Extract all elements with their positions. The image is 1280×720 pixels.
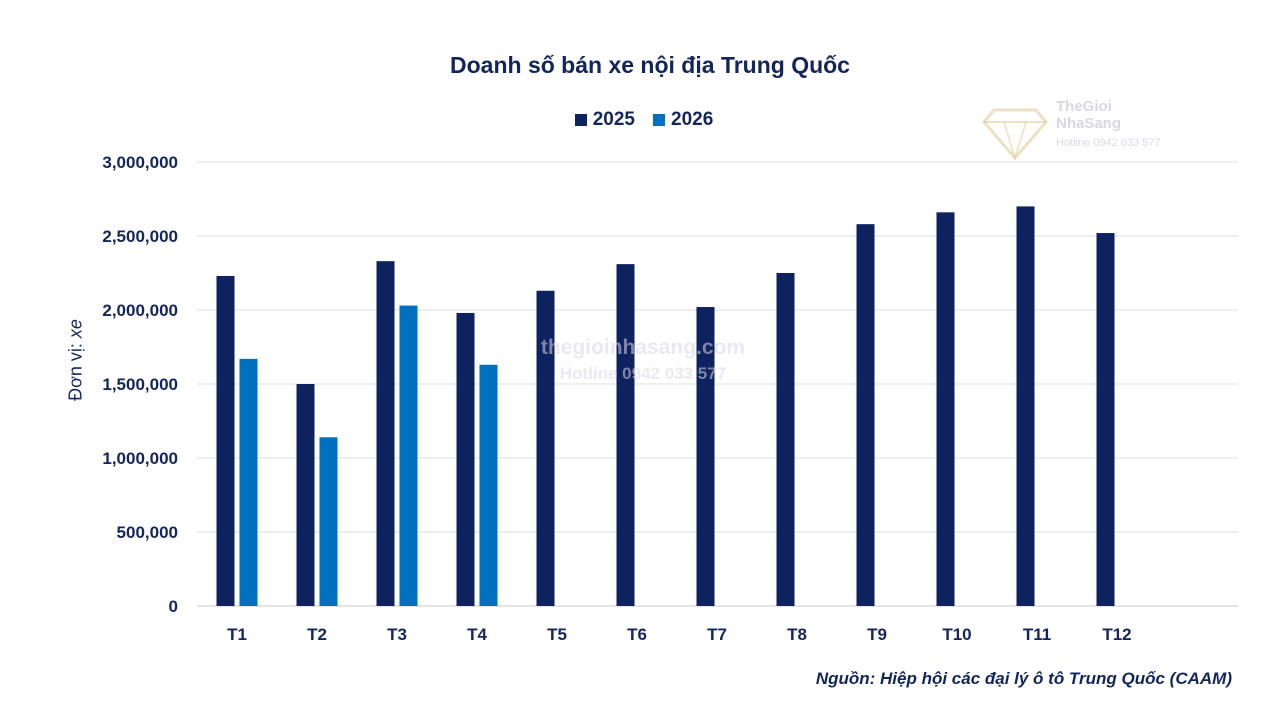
y-tick-label: 2,500,000: [102, 227, 178, 246]
chart-title: Doanh số bán xe nội địa Trung Quốc: [450, 52, 850, 78]
x-tick-label: T7: [707, 625, 727, 644]
bar-2025-T1: [216, 275, 235, 606]
bar-2025-T4: [456, 312, 475, 606]
y-tick-label: 1,500,000: [102, 375, 178, 394]
legend-item-2026: 2026: [653, 109, 713, 131]
x-tick-label: T10: [942, 625, 971, 644]
x-tick-label: T8: [787, 625, 807, 644]
x-tick-label: T4: [467, 625, 487, 644]
legend-swatch-2026: [653, 114, 665, 126]
bar-2025-T9: [856, 224, 875, 606]
y-tick-label: 0: [169, 597, 178, 616]
source-note: Nguồn: Hiệp hội các đại lý ô tô Trung Qu…: [815, 669, 1232, 688]
x-tick-label: T11: [1023, 625, 1051, 644]
bar-2025-T5: [536, 290, 555, 606]
bar-2026-T3: [399, 305, 418, 606]
bar-2025-T8: [776, 273, 795, 606]
bar-2025-T11: [1016, 206, 1035, 606]
bar-2025-T2: [296, 384, 315, 606]
bar-2025-T6: [616, 264, 635, 606]
legend-swatch-2025: [574, 114, 587, 126]
legend: 2025 2026: [0, 109, 1280, 131]
bar-2026-T4: [479, 364, 498, 606]
y-tick-label: 1,000,000: [102, 449, 178, 468]
x-tick-label: T3: [387, 625, 407, 644]
x-tick-label: T1: [227, 625, 247, 644]
bar-2026-T1: [239, 358, 258, 606]
x-tick-label: T2: [307, 625, 327, 644]
x-tick-label: T6: [627, 625, 647, 644]
y-tick-label: 500,000: [117, 523, 178, 542]
x-tick-label: T12: [1102, 625, 1131, 644]
y-tick-label: 2,000,000: [102, 301, 178, 320]
bar-2025-T7: [696, 307, 715, 606]
legend-label-2025: 2025: [592, 109, 635, 130]
legend-item-2025: 2025: [574, 109, 635, 131]
y-tick-label: 3,000,000: [102, 153, 178, 172]
x-tick-label: T9: [867, 625, 887, 644]
legend-label-2026: 2026: [671, 109, 714, 130]
bar-2025-T3: [376, 261, 395, 606]
bar-2025-T12: [1096, 233, 1115, 607]
bar-2025-T10: [936, 212, 955, 606]
bar-2026-T2: [319, 437, 338, 606]
x-tick-label: T5: [547, 625, 567, 644]
